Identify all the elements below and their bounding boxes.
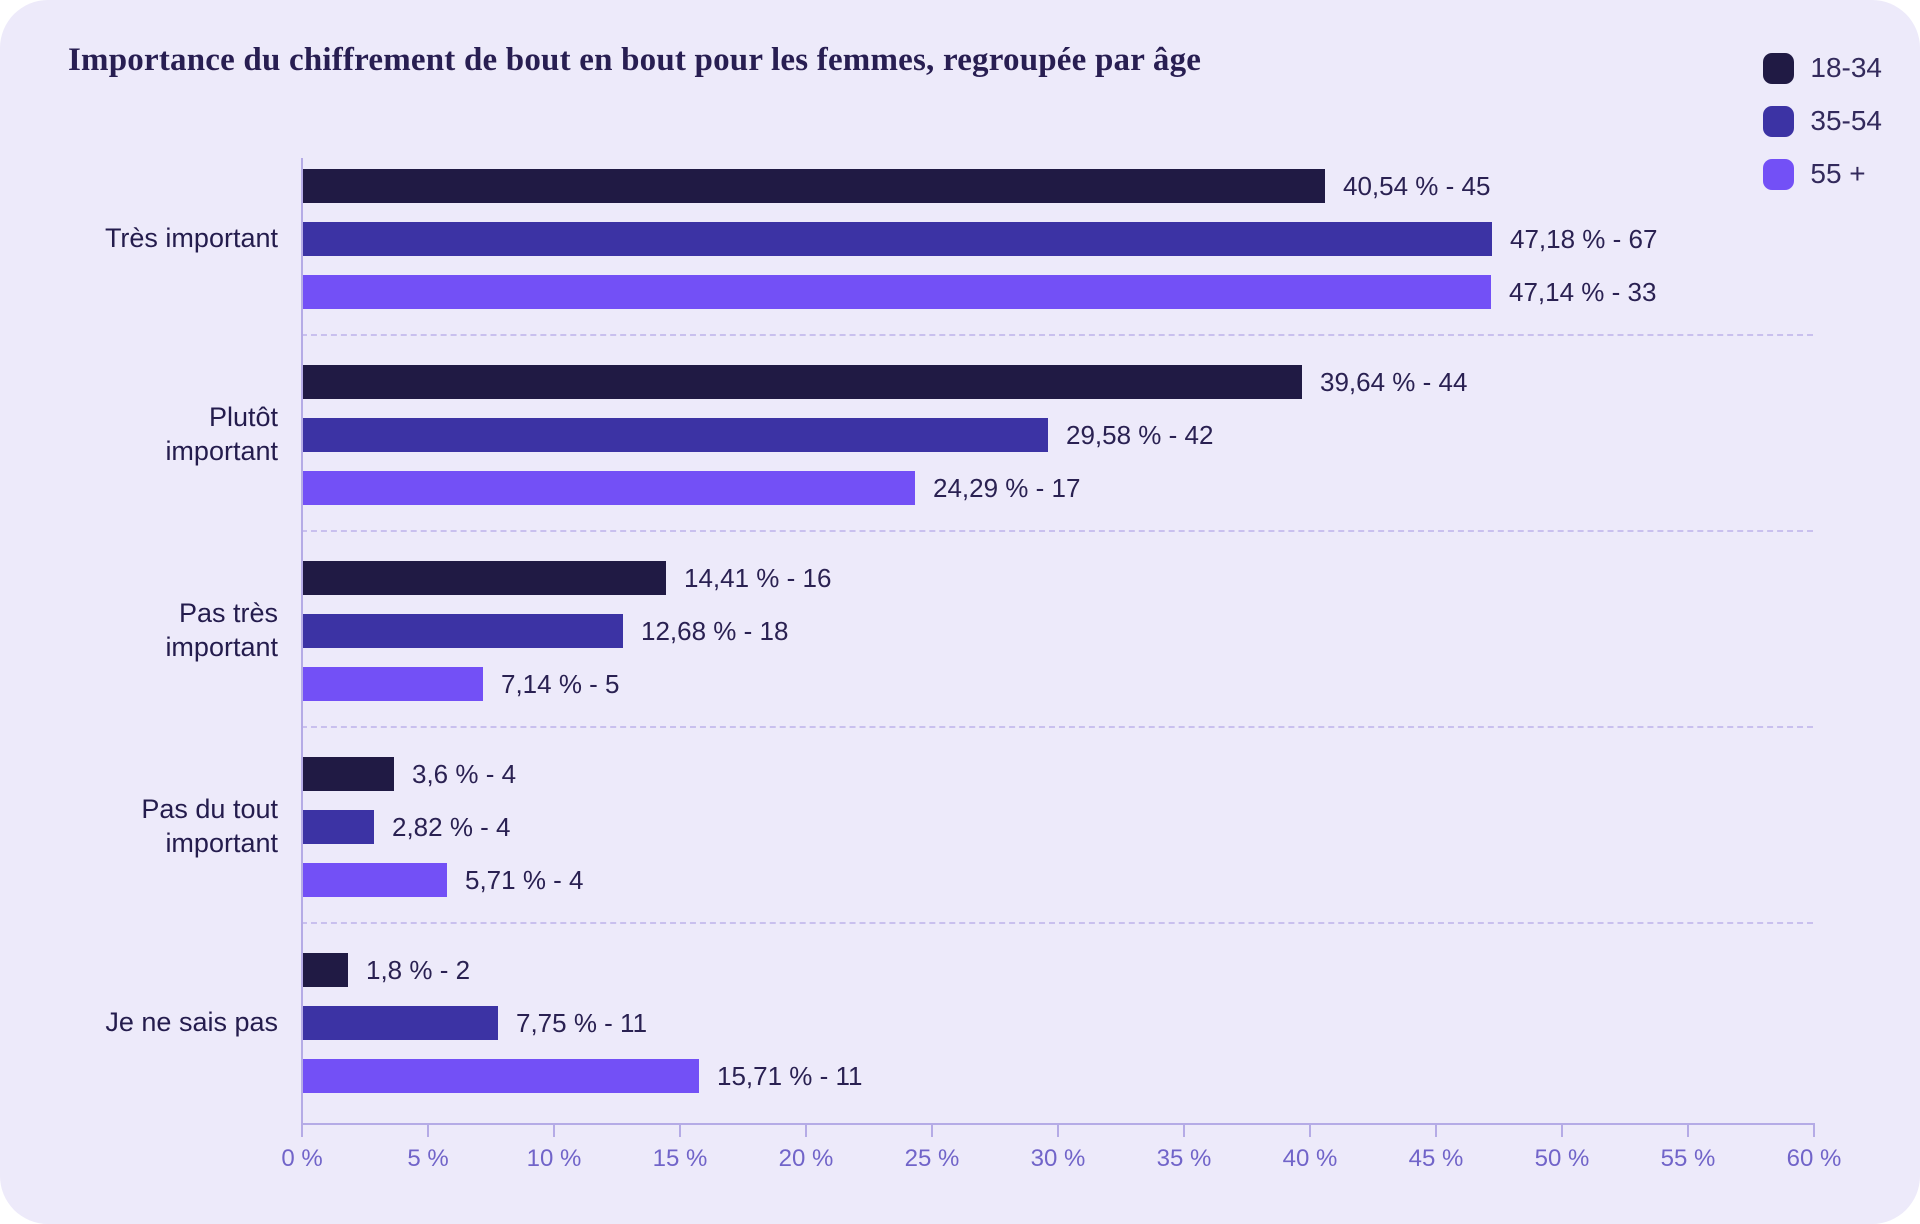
- x-axis-tick: [931, 1125, 933, 1137]
- legend-label: 35-54: [1810, 105, 1882, 136]
- category-label: Pas du tout important: [141, 794, 278, 858]
- chart-title: Importance du chiffrement de bout en bou…: [68, 42, 1202, 78]
- value-label: 12,68 % - 18: [641, 616, 789, 646]
- group-separator-line: [301, 726, 1813, 728]
- x-axis-tick: [301, 1125, 303, 1137]
- x-axis-tick-label: 15 %: [652, 1145, 708, 1172]
- legend-swatch-icon: [1763, 158, 1795, 190]
- x-axis-tick-label: 20 %: [778, 1145, 834, 1172]
- bar: [303, 471, 915, 505]
- bar: [303, 222, 1492, 256]
- value-label: 14,41 % - 16: [684, 563, 832, 593]
- x-axis-tick-label: 0 %: [281, 1145, 323, 1172]
- x-axis-tick: [553, 1125, 555, 1137]
- x-axis-tick-label: 45 %: [1408, 1145, 1464, 1172]
- category-label: Très important: [104, 223, 278, 254]
- legend-item: 55 +: [1763, 158, 1882, 190]
- bar: [303, 667, 483, 701]
- bar: [303, 1059, 699, 1093]
- x-axis-tick-label: 50 %: [1534, 1145, 1590, 1172]
- value-label: 1,8 % - 2: [366, 955, 471, 985]
- y-axis-line: [301, 158, 303, 1125]
- bar: [303, 1006, 498, 1040]
- x-axis-tick: [1183, 1125, 1185, 1137]
- value-label: 40,54 % - 45: [1343, 171, 1491, 201]
- x-axis-tick-label: 35 %: [1156, 1145, 1212, 1172]
- value-label: 5,71 % - 4: [465, 865, 584, 895]
- bar: [303, 561, 666, 595]
- x-axis-tick-label: 5 %: [407, 1145, 449, 1172]
- legend-item: 18-34: [1763, 52, 1882, 84]
- value-label: 39,64 % - 44: [1320, 367, 1468, 397]
- group-separator-line: [301, 922, 1813, 924]
- x-axis-tick: [1309, 1125, 1311, 1137]
- x-axis-tick-label: 60 %: [1786, 1145, 1842, 1172]
- x-axis-tick: [1813, 1125, 1815, 1137]
- x-axis-tick-label: 30 %: [1030, 1145, 1086, 1172]
- value-label: 29,58 % - 42: [1066, 420, 1214, 450]
- x-axis-tick: [1687, 1125, 1689, 1137]
- value-label: 47,14 % - 33: [1509, 277, 1657, 307]
- x-axis-tick: [1057, 1125, 1059, 1137]
- legend-item: 35-54: [1763, 105, 1882, 137]
- value-label: 47,18 % - 67: [1510, 224, 1658, 254]
- value-label: 7,75 % - 11: [516, 1008, 648, 1038]
- legend-swatch-icon: [1763, 105, 1795, 137]
- x-axis-tick: [805, 1125, 807, 1137]
- x-axis-tick: [679, 1125, 681, 1137]
- legend-swatch-icon: [1763, 52, 1795, 84]
- bar: [303, 757, 394, 791]
- group-separator-line: [301, 530, 1813, 532]
- x-axis-tick-label: 55 %: [1660, 1145, 1716, 1172]
- bar: [303, 863, 447, 897]
- category-label: Plutôt important: [165, 402, 278, 466]
- x-axis-tick: [427, 1125, 429, 1137]
- bar: [303, 810, 374, 844]
- x-axis-tick-label: 40 %: [1282, 1145, 1338, 1172]
- category-label: Pas très important: [165, 598, 278, 662]
- value-label: 15,71 % - 11: [717, 1061, 863, 1091]
- value-label: 3,6 % - 4: [412, 759, 517, 789]
- x-axis-tick: [1561, 1125, 1563, 1137]
- x-axis-tick-label: 25 %: [904, 1145, 960, 1172]
- bar: [303, 953, 348, 987]
- legend: 18-34 35-54 55 +: [1763, 52, 1882, 190]
- bar: [303, 275, 1491, 309]
- bar: [303, 365, 1302, 399]
- legend-label: 55 +: [1810, 158, 1866, 189]
- value-label: 24,29 % - 17: [933, 473, 1081, 503]
- legend-label: 18-34: [1810, 52, 1882, 83]
- group-separator-line: [301, 334, 1813, 336]
- x-axis-tick-label: 10 %: [526, 1145, 582, 1172]
- x-axis-tick: [1435, 1125, 1437, 1137]
- bar: [303, 169, 1325, 203]
- bar: [303, 418, 1048, 452]
- category-label: Je ne sais pas: [105, 1007, 278, 1038]
- value-label: 7,14 % - 5: [501, 669, 620, 699]
- value-label: 2,82 % - 4: [392, 812, 511, 842]
- x-axis-line: [301, 1123, 1815, 1125]
- bar: [303, 614, 623, 648]
